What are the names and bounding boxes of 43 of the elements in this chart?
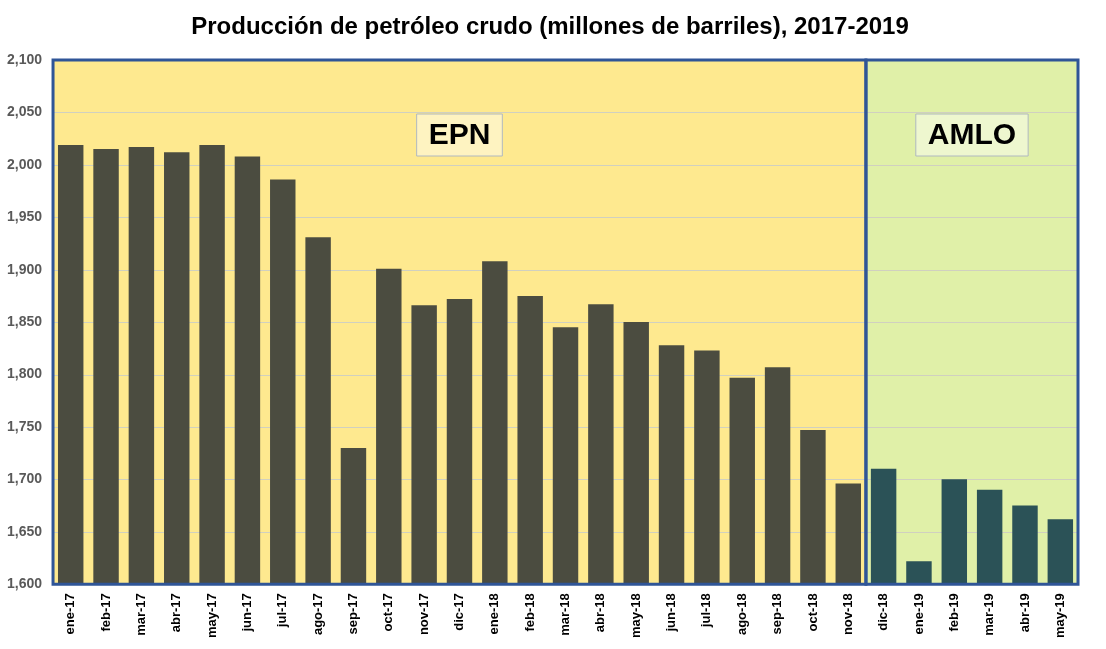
y-tick-label: 1,950 [6, 208, 43, 225]
x-tick-label: may-19 [1051, 593, 1067, 638]
x-tick-label: ago-17 [309, 593, 325, 636]
x-tick-label: feb-17 [97, 593, 113, 632]
x-tick-label: oct-17 [380, 593, 396, 632]
x-tick-label: jun-17 [239, 593, 254, 633]
y-tick-label: 1,900 [6, 260, 43, 277]
x-tick-label: feb-19 [945, 593, 961, 632]
x-tick-label: mar-17 [132, 593, 148, 636]
x-tick-label: abr-17 [168, 593, 184, 633]
y-tick-label: 1,750 [6, 417, 43, 434]
y-tick-label: 1,800 [6, 365, 43, 382]
x-tick-label: nov-18 [839, 593, 855, 636]
x-tick-label: jul-17 [274, 593, 290, 629]
x-tick-label: mar-19 [981, 593, 997, 636]
y-tick-label: 1,600 [6, 575, 43, 592]
x-tick-label: abr-19 [1016, 593, 1032, 633]
x-tick-label: ene-17 [62, 593, 78, 635]
x-tick-label: sep-18 [769, 593, 785, 635]
y-tick-label: 2,050 [6, 103, 43, 120]
chart-title: Producción de petróleo crudo (millones de barriles), 2017-2019 [190, 12, 910, 40]
x-tick-label: nov-17 [415, 593, 431, 636]
x-tick-label: ene-19 [910, 593, 926, 635]
x-tick-label: feb-18 [521, 593, 537, 632]
y-tick-label: 1,650 [6, 522, 43, 539]
x-tick-label: ago-18 [733, 593, 749, 636]
x-tick-label: jun-18 [663, 593, 679, 633]
y-tick-label: 1,850 [6, 312, 43, 329]
x-tick-label: jul-18 [698, 593, 714, 629]
x-tick-label: mar-18 [557, 593, 573, 636]
band-label: EPN [428, 117, 491, 151]
x-tick-label: dic-18 [875, 593, 891, 631]
y-tick-label: 1,700 [6, 470, 43, 487]
x-tick-label: dic-17 [451, 593, 467, 631]
x-tick-label: oct-18 [804, 593, 820, 632]
x-tick-label: abr-18 [592, 593, 608, 633]
x-tick-label: sep-17 [345, 593, 361, 635]
x-tick-label: ene-18 [486, 593, 502, 635]
x-tick-label: may-18 [627, 593, 643, 638]
band-label: AMLO [927, 117, 1017, 151]
y-tick-label: 2,000 [6, 155, 43, 172]
y-tick-label: 2,100 [6, 50, 43, 67]
x-tick-label: may-17 [203, 593, 219, 638]
